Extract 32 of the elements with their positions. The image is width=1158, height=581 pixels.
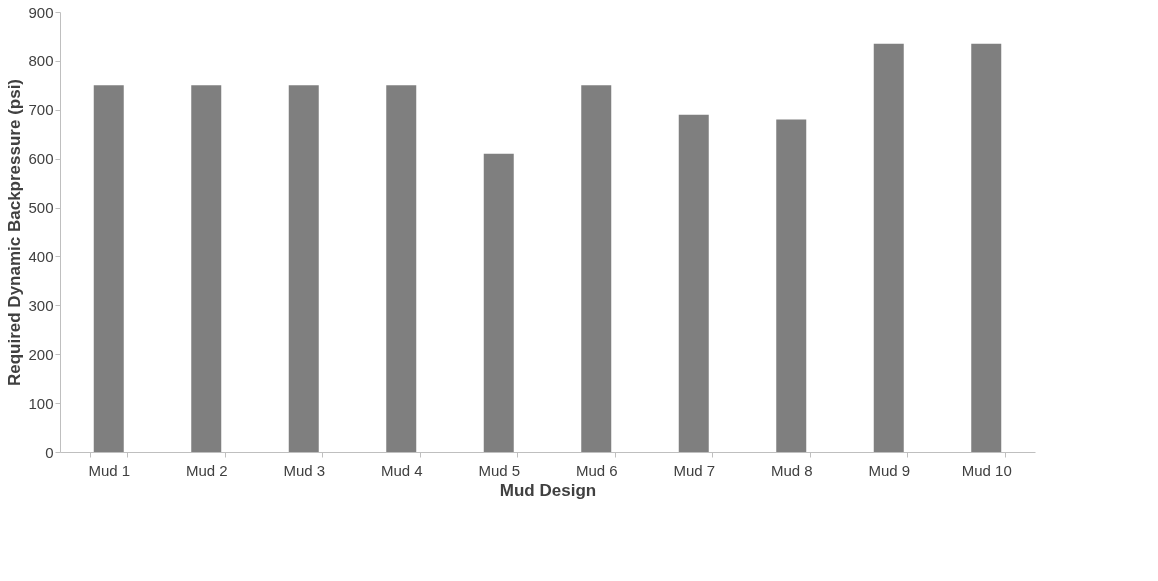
- x-tick-label: Mud 4: [380, 461, 423, 479]
- bar: [386, 85, 417, 452]
- bar: [776, 119, 807, 452]
- y-tick-label: 300: [28, 296, 54, 314]
- x-tick-label: Mud 10: [961, 461, 1012, 479]
- y-tick-label: 900: [28, 3, 54, 21]
- bar: [93, 85, 124, 452]
- bar: [971, 43, 1002, 452]
- x-tick-label: Mud 8: [770, 461, 813, 479]
- y-tick-label: 200: [28, 345, 54, 363]
- y-tick-label: 0: [45, 443, 54, 461]
- bar: [581, 85, 612, 452]
- bar: [483, 153, 514, 452]
- bar: [873, 43, 904, 452]
- bar: [288, 85, 319, 452]
- y-tick-label: 600: [28, 150, 54, 168]
- x-tick-label: Mud 5: [478, 461, 521, 479]
- x-tick-label: Mud 2: [185, 461, 228, 479]
- y-tick-label: 800: [28, 52, 54, 70]
- x-tick-label: Mud 1: [88, 461, 131, 479]
- bar: [678, 114, 709, 452]
- x-axis-title: Mud Design: [499, 480, 597, 500]
- y-axis-title: Required Dynamic Backpressure (psi): [5, 78, 25, 387]
- x-tick-label: Mud 3: [283, 461, 326, 479]
- bar: [191, 85, 222, 452]
- y-tick-label: 400: [28, 247, 54, 265]
- y-tick-label: 700: [28, 101, 54, 119]
- y-tick-label: 100: [28, 394, 54, 412]
- x-tick-label: Mud 6: [575, 461, 618, 479]
- x-tick-label: Mud 9: [868, 461, 911, 479]
- x-tick-label: Mud 7: [673, 461, 716, 479]
- y-tick-label: 500: [28, 199, 54, 217]
